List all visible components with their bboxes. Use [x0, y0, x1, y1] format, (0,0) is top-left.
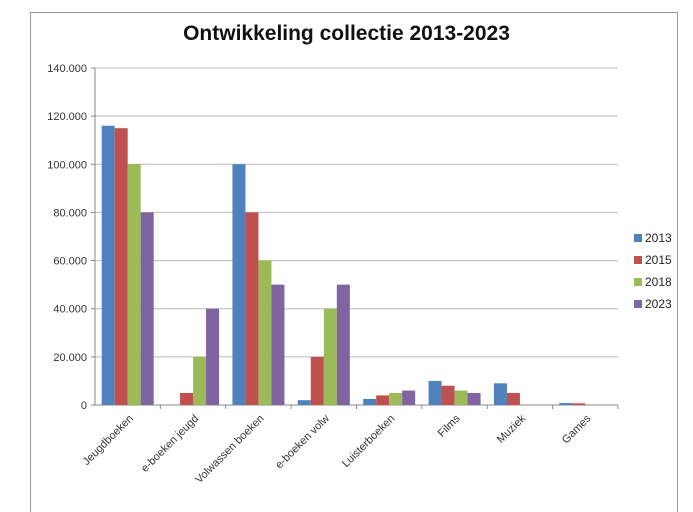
legend-label: 2018 [645, 275, 672, 289]
bars [101, 125, 586, 406]
bar-2018 [323, 308, 337, 405]
bar-2023 [336, 284, 350, 405]
y-tick-label: 140.000 [47, 63, 87, 75]
bar-2023 [467, 392, 481, 405]
bar-2023 [140, 212, 154, 405]
bar-chart: 0 20.000 40.000 60.000 80.000 100.000 120.000 1… [47, 63, 672, 486]
x-tick-label: Luisterboeken [340, 413, 397, 470]
bar-2013 [232, 164, 246, 405]
legend-label: 2015 [645, 253, 672, 267]
bar-2013 [101, 125, 115, 406]
bar-2018 [193, 356, 207, 405]
bar-2015 [441, 385, 455, 405]
y-axis-ticks: 0 20.000 40.000 60.000 80.000 100.000 120.000 1… [47, 63, 87, 412]
x-tick-label: Jeugdboeken [81, 413, 136, 468]
bar-2015 [376, 395, 390, 405]
bar-2013 [559, 403, 573, 405]
legend-swatch [634, 300, 642, 308]
bar-2023 [206, 308, 220, 405]
x-tick-label: Muziek [495, 412, 528, 445]
y-tick-label: 40.000 [53, 304, 87, 316]
x-tick-label: Volwassen boeken [193, 413, 266, 486]
x-tick-label: e-boeken volw [273, 413, 332, 472]
bar-2015 [572, 403, 586, 405]
bar-2013 [493, 383, 507, 405]
y-tick-label: 120.000 [47, 111, 87, 123]
bar-2018 [454, 390, 468, 405]
bar-2015 [310, 356, 324, 405]
y-tick-label: 80.000 [53, 207, 87, 219]
legend: 2013 2015 2018 2023 [634, 231, 672, 311]
bar-2015 [114, 128, 128, 405]
y-tick-label: 20.000 [53, 352, 87, 364]
gridlines [91, 67, 618, 406]
y-tick-label: 60.000 [53, 256, 87, 268]
x-tick-label: e-boeken jeugd [139, 413, 201, 475]
bar-2023 [402, 390, 416, 405]
x-tick-label: Games [560, 412, 594, 446]
legend-swatch [634, 234, 642, 242]
bar-2013 [297, 400, 311, 405]
bar-2018 [258, 260, 272, 405]
y-tick-label: 100.000 [47, 159, 87, 171]
bar-2023 [271, 284, 285, 405]
x-tick-label: Films [436, 412, 463, 439]
bar-2018 [127, 164, 141, 405]
bar-2018 [389, 392, 403, 405]
bar-2015 [180, 392, 194, 405]
bar-2013 [428, 380, 442, 405]
legend-swatch [634, 278, 642, 286]
legend-label: 2013 [645, 231, 672, 245]
y-tick-label: 0 [81, 400, 87, 412]
bar-2015 [245, 212, 259, 405]
legend-label: 2023 [645, 297, 672, 311]
bar-2013 [363, 398, 377, 405]
chart-title: Ontwikkeling collectie 2013-2023 [183, 22, 510, 45]
legend-swatch [634, 256, 642, 264]
bar-2015 [506, 392, 520, 405]
